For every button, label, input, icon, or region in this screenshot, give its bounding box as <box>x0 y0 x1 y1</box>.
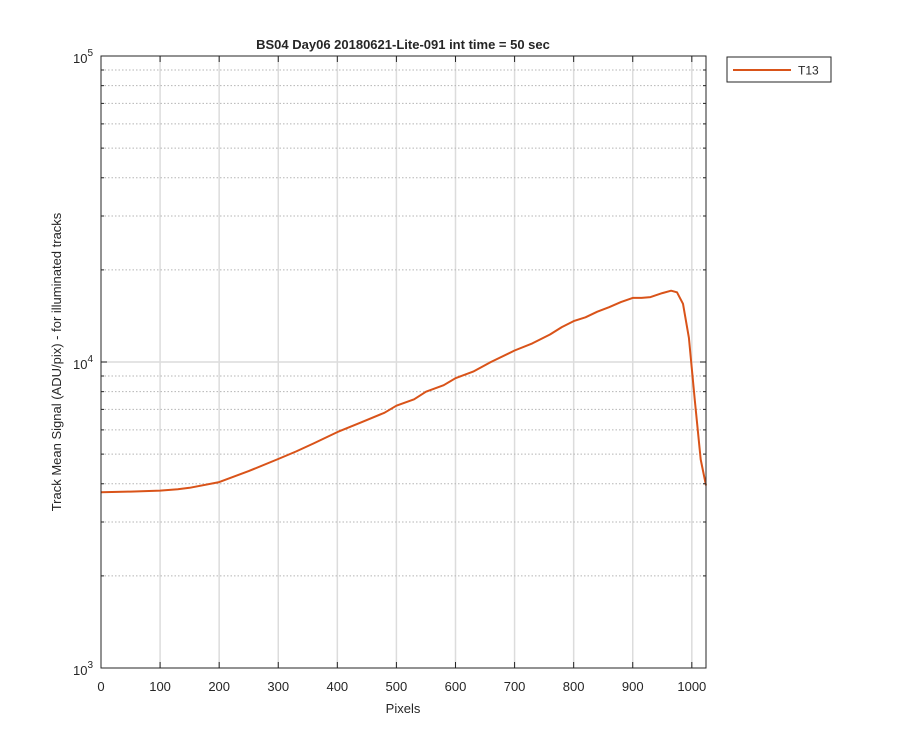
legend-entry-label: T13 <box>798 64 819 78</box>
series-layer <box>100 289 707 494</box>
y-tick-label: 103 <box>73 660 93 678</box>
x-tick-label: 300 <box>267 679 289 694</box>
x-tick-label: 800 <box>563 679 585 694</box>
x-tick-label: 100 <box>149 679 171 694</box>
y-axis-label: Track Mean Signal (ADU/pix) - for illumi… <box>49 212 64 511</box>
x-tick-label: 0 <box>97 679 104 694</box>
x-tick-label: 200 <box>208 679 230 694</box>
x-tick-label: 1000 <box>677 679 706 694</box>
x-tick-label: 900 <box>622 679 644 694</box>
grid <box>101 56 706 668</box>
y-tick-label: 104 <box>73 354 93 372</box>
y-tick-label: 105 <box>73 48 93 66</box>
legend: T13 <box>726 56 832 83</box>
series-line-t13 <box>100 289 707 494</box>
x-axis-label: Pixels <box>386 701 421 716</box>
chart-title: BS04 Day06 20180621-Lite-091 int time = … <box>256 37 550 52</box>
x-tick-label: 500 <box>386 679 408 694</box>
x-tick-label: 700 <box>504 679 526 694</box>
x-tick-label: 400 <box>326 679 348 694</box>
x-tick-label: 600 <box>445 679 467 694</box>
ticks: 0 100 200 300 400 500 600 700 800 900 1000 103 104 10… <box>73 48 706 694</box>
